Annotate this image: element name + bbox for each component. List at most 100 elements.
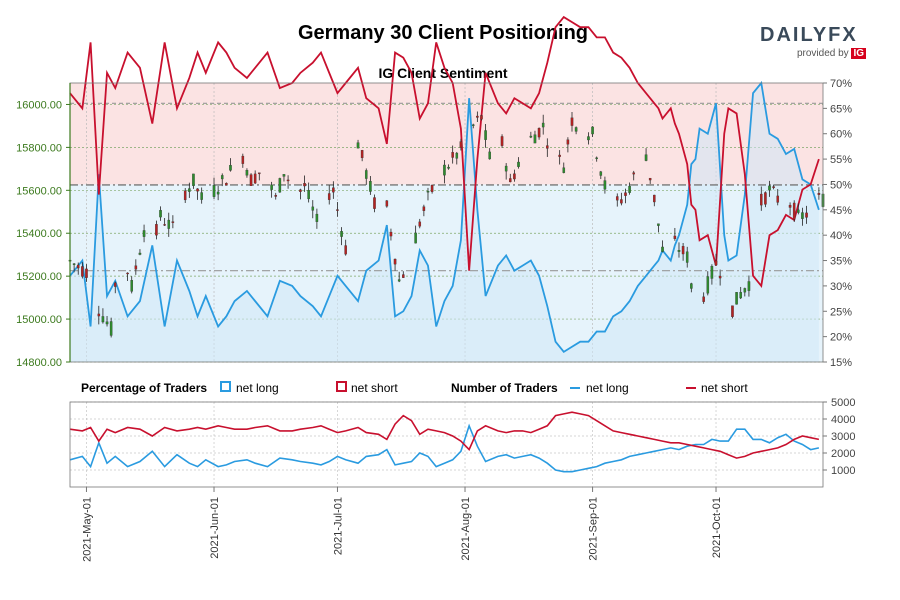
candle-body [648,177,652,181]
date-tick-label: 2021-Jul-01 [332,497,344,555]
candle-body [533,134,537,144]
candle-body [805,212,808,218]
candle-body [274,195,278,197]
candle-body [504,165,508,172]
candle-body [484,130,487,140]
candle-body [759,193,763,206]
date-tick-label: 2021-Sep-01 [588,497,600,561]
candle-body [513,173,516,180]
candle-body [476,115,479,118]
candle-body [220,175,224,180]
candle-body [792,202,796,220]
candle-body [620,199,623,204]
pct-tick-label: 60% [830,129,852,141]
date-tick-label: 2021-Oct-01 [711,497,723,558]
price-tick-label: 15600.00 [16,185,62,197]
candle-body [183,190,187,201]
candle-body [508,178,512,183]
candle-body [710,266,714,279]
candle-body [747,281,751,291]
candle-body [336,209,339,211]
candle-body [743,288,747,293]
candle-body [426,191,430,193]
candle-body [455,152,459,159]
candle-body [500,136,504,146]
candle-body [735,292,738,305]
candle-body [591,126,594,135]
price-tick-label: 16000.00 [16,99,62,111]
candle-body [447,166,450,169]
candle-body [402,274,405,278]
candle-body [595,157,598,160]
legend-pct-net-short: net short [351,381,398,395]
count-tick-label: 1000 [831,465,855,477]
candle-body [706,276,710,294]
candle-body [546,145,549,149]
price-panel: 14800.00 15000.00 15200.00 15400.00 15600.00… [16,15,852,369]
candle-body [418,221,422,227]
candle-body [229,165,232,171]
candle-body [126,272,129,275]
count-net-short-line [69,411,820,459]
candle-body [315,213,319,222]
pct-tick-label: 45% [830,205,852,217]
candle-body [200,192,203,200]
candle-body [340,231,343,237]
candle-body [196,188,199,192]
candle-body [225,182,228,186]
count-tick-label: 2000 [831,448,855,460]
candle-body [85,268,88,278]
price-tick-label: 15400.00 [16,228,62,240]
legend-net-long-swatch [220,381,231,392]
candle-body [414,232,417,244]
date-tick-label: 2021-May-01 [81,497,93,562]
ig-badge: IG [851,48,866,59]
candle-body [249,174,253,186]
candle-body [344,245,347,255]
candle-body [574,127,578,132]
candle-body [776,195,780,203]
candle-body [702,296,705,302]
candle-body [718,275,722,279]
candle-body [772,186,775,188]
count-tick-label: 3000 [831,431,855,443]
candle-body [212,185,216,197]
price-tick-label: 15000.00 [16,314,62,326]
candle-body [389,231,393,237]
candle-body [764,192,767,205]
candle-body [393,258,397,265]
pct-tick-label: 70% [830,78,852,90]
candle-body [332,187,335,193]
candle-body [541,122,545,128]
candle-body [459,141,463,148]
count-tick-label: 5000 [831,397,855,409]
count-net-long-line [69,423,820,473]
candle-body [797,209,800,213]
candle-body [562,167,566,173]
net-long-area [70,83,819,362]
candle-body [529,135,533,138]
candle-body [369,181,372,192]
count-panel-frame [69,401,824,488]
price-tick-label: 15800.00 [16,142,62,154]
candle-body [624,192,627,196]
candle-body [422,206,426,211]
logo-subtitle: provided by IG [760,48,866,59]
candle-body [188,188,191,192]
logo-wordmark: DAILYFX [760,24,858,46]
candle-body [101,316,105,323]
candle-body [130,280,134,292]
candle-body [303,183,306,187]
legend-number-label: Number of Traders [451,381,558,395]
candle-body [282,174,286,177]
candle-body [443,164,446,176]
candle-body [192,173,195,186]
candle-body [681,246,685,255]
net-short-pct-line [69,15,820,289]
trader-count-panel: 1000 2000 3000 4000 5000 [69,397,855,488]
candle-body [134,265,138,270]
price-tick-label: 14800.00 [16,357,62,369]
candle-body [632,172,636,175]
candle-body [558,154,561,157]
legend-percentage-label: Percentage of Traders [81,381,207,395]
